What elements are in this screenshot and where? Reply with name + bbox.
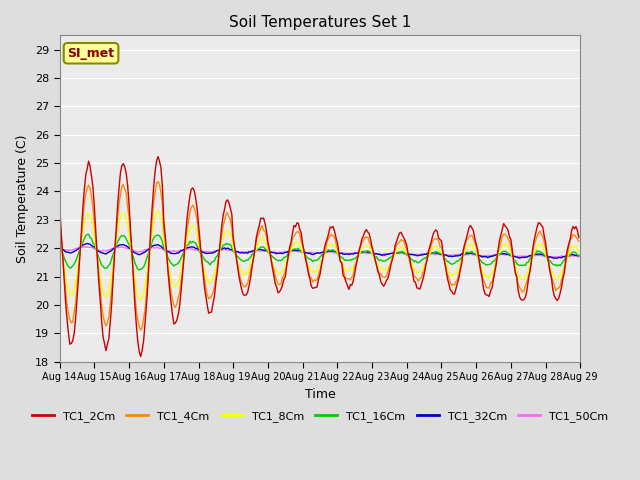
Line: TC1_32Cm: TC1_32Cm <box>60 243 579 258</box>
TC1_4Cm <box>239 283 247 289</box>
TC1_16Cm <box>121 233 129 239</box>
TC1_8Cm <box>214 261 221 266</box>
TC1_50Cm <box>548 253 556 259</box>
Title: Soil Temperatures Set 1: Soil Temperatures Set 1 <box>229 15 411 30</box>
TC1_2Cm <box>214 269 221 275</box>
TC1_8Cm <box>137 297 145 302</box>
X-axis label: Time: Time <box>305 388 335 401</box>
TC1_32Cm <box>229 248 237 253</box>
TC1_4Cm <box>549 278 557 284</box>
TC1_50Cm <box>81 244 88 250</box>
TC1_32Cm <box>83 240 91 246</box>
Text: SI_met: SI_met <box>67 47 115 60</box>
TC1_32Cm <box>238 250 246 255</box>
TC1_32Cm <box>284 249 292 254</box>
TC1_16Cm <box>286 249 294 255</box>
TC1_8Cm <box>231 250 239 256</box>
TC1_32Cm <box>575 253 582 259</box>
TC1_2Cm <box>239 292 247 298</box>
TC1_4Cm <box>154 179 162 185</box>
TC1_50Cm <box>212 248 220 254</box>
TC1_8Cm <box>286 251 294 257</box>
Line: TC1_4Cm: TC1_4Cm <box>60 182 579 330</box>
TC1_8Cm <box>575 249 582 255</box>
TC1_50Cm <box>575 254 582 260</box>
TC1_8Cm <box>56 234 63 240</box>
TC1_4Cm <box>231 245 239 251</box>
TC1_8Cm <box>154 208 162 214</box>
TC1_16Cm <box>136 267 143 273</box>
Line: TC1_2Cm: TC1_2Cm <box>60 156 579 357</box>
TC1_16Cm <box>231 250 239 256</box>
TC1_2Cm <box>575 235 582 240</box>
Line: TC1_50Cm: TC1_50Cm <box>60 247 579 257</box>
TC1_4Cm <box>214 264 221 270</box>
TC1_2Cm <box>231 245 239 251</box>
TC1_2Cm <box>549 287 557 292</box>
TC1_4Cm <box>120 181 127 187</box>
TC1_16Cm <box>549 261 557 267</box>
Y-axis label: Soil Temperature (C): Soil Temperature (C) <box>17 134 29 263</box>
TC1_2Cm <box>137 354 145 360</box>
TC1_32Cm <box>548 254 556 260</box>
TC1_16Cm <box>56 242 63 248</box>
TC1_50Cm <box>554 254 561 260</box>
TC1_32Cm <box>56 245 63 251</box>
TC1_8Cm <box>549 271 557 276</box>
TC1_2Cm <box>56 203 63 209</box>
TC1_32Cm <box>121 242 129 248</box>
TC1_4Cm <box>137 327 145 333</box>
TC1_4Cm <box>286 248 294 254</box>
TC1_50Cm <box>229 248 237 253</box>
TC1_2Cm <box>154 154 162 159</box>
Line: TC1_8Cm: TC1_8Cm <box>60 211 579 300</box>
Line: TC1_16Cm: TC1_16Cm <box>60 234 579 270</box>
TC1_32Cm <box>550 255 558 261</box>
TC1_16Cm <box>575 253 582 259</box>
TC1_50Cm <box>238 249 246 254</box>
TC1_16Cm <box>239 259 247 264</box>
TC1_8Cm <box>239 273 247 278</box>
TC1_8Cm <box>120 211 127 216</box>
TC1_2Cm <box>286 244 294 250</box>
TC1_16Cm <box>84 231 92 237</box>
TC1_4Cm <box>575 239 582 244</box>
TC1_50Cm <box>121 245 129 251</box>
TC1_2Cm <box>120 161 127 167</box>
Legend: TC1_2Cm, TC1_4Cm, TC1_8Cm, TC1_16Cm, TC1_32Cm, TC1_50Cm: TC1_2Cm, TC1_4Cm, TC1_8Cm, TC1_16Cm, TC1… <box>28 407 612 426</box>
TC1_50Cm <box>56 245 63 251</box>
TC1_4Cm <box>56 217 63 223</box>
TC1_16Cm <box>214 253 221 259</box>
TC1_50Cm <box>284 249 292 255</box>
TC1_32Cm <box>212 249 220 254</box>
